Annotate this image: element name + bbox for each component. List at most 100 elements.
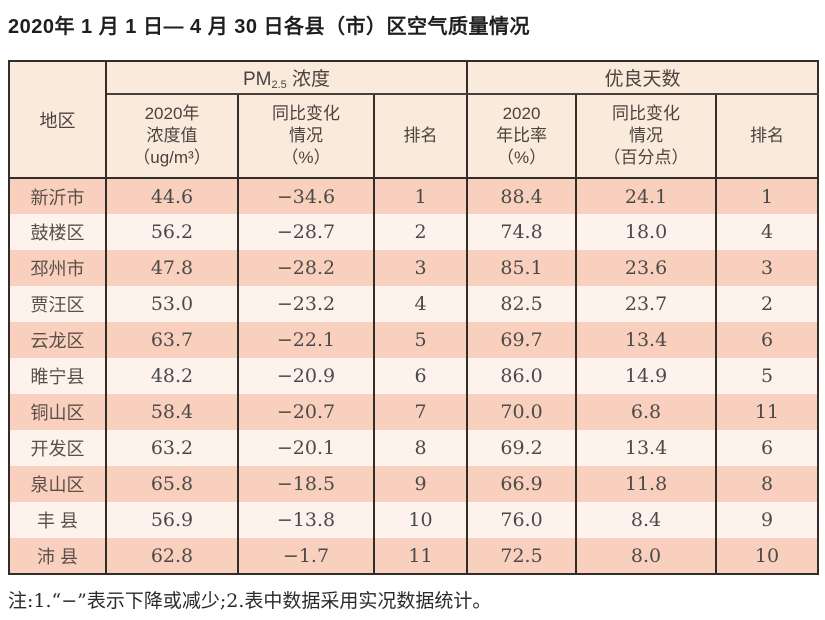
- table-header: 地区 PM2.5 浓度 优良天数 2020年 浓度值 （ug/m³） 同比变化 …: [8, 61, 820, 179]
- region-cell: 新沂市: [8, 178, 107, 214]
- page-title: 2020年 1 月 1 日— 4 月 30 日各县（市）区空气质量情况: [8, 16, 531, 38]
- good-days-change-cell: 6.8: [575, 394, 718, 430]
- region-cell: 贾汪区: [8, 286, 107, 322]
- pm25-label-suffix: 浓度: [286, 69, 331, 90]
- pm25-rank-cell: 6: [372, 358, 469, 394]
- good-days-group-header: 优良天数: [466, 61, 820, 95]
- pm25-change-cell: −13.8: [237, 502, 375, 538]
- good-days-rank-cell: 8: [715, 466, 820, 502]
- good-days-rate-cell: 82.5: [466, 286, 578, 322]
- pm25-rank-cell: 3: [372, 250, 469, 286]
- pm25-value-cell: 58.4: [105, 394, 239, 430]
- region-cell: 鼓楼区: [8, 214, 107, 250]
- table-row: 铜山区 58.4 −20.7 7 70.0 6.8 11: [8, 394, 820, 430]
- pm25-change-cell: −20.7: [237, 394, 375, 430]
- good-days-rank-cell: 9: [715, 502, 820, 538]
- good-days-rank-cell: 3: [715, 250, 820, 286]
- region-cell: 睢宁县: [8, 358, 107, 394]
- pm25-value-cell: 48.2: [105, 358, 239, 394]
- table-row: 丰 县 56.9 −13.8 10 76.0 8.4 9: [8, 502, 820, 538]
- pm25-rank-cell: 9: [372, 466, 469, 502]
- pm25-value-cell: 62.8: [105, 538, 239, 574]
- good-days-rank-cell: 10: [715, 538, 820, 574]
- pm25-rank-cell: 5: [372, 322, 469, 358]
- pm25-change-cell: −28.7: [237, 214, 375, 250]
- table-row: 泉山区 65.8 −18.5 9 66.9 11.8 8: [8, 466, 820, 502]
- table-row: 新沂市 44.6 −34.6 1 88.4 24.1 1: [8, 178, 820, 214]
- pm25-value-cell: 44.6: [105, 178, 239, 214]
- table-row: 贾汪区 53.0 −23.2 4 82.5 23.7 2: [8, 286, 820, 322]
- region-cell: 泉山区: [8, 466, 107, 502]
- good-days-rate-cell: 69.2: [466, 430, 578, 466]
- column-header-pm25-value: 2020年 浓度值 （ug/m³）: [105, 94, 239, 179]
- good-days-change-cell: 13.4: [575, 430, 718, 466]
- pm25-change-cell: −18.5: [237, 466, 375, 502]
- table-row: 云龙区 63.7 −22.1 5 69.7 13.4 6: [8, 322, 820, 358]
- column-header-region: 地区: [8, 61, 107, 179]
- pm25-change-cell: −20.9: [237, 358, 375, 394]
- pm25-change-cell: −20.1: [237, 430, 375, 466]
- good-days-change-cell: 24.1: [575, 178, 718, 214]
- column-header-pm25-rank: 排名: [372, 94, 469, 179]
- good-days-rank-cell: 6: [715, 322, 820, 358]
- column-header-pm25-change: 同比变化 情况 （%）: [237, 94, 375, 179]
- column-header-good-rank: 排名: [715, 94, 820, 179]
- pm25-value-cell: 65.8: [105, 466, 239, 502]
- air-quality-table: 地区 PM2.5 浓度 优良天数 2020年 浓度值 （ug/m³） 同比变化 …: [8, 60, 820, 575]
- pm25-value-cell: 47.8: [105, 250, 239, 286]
- good-days-rate-cell: 76.0: [466, 502, 578, 538]
- good-days-change-cell: 13.4: [575, 322, 718, 358]
- region-cell: 邳州市: [8, 250, 107, 286]
- good-days-rank-cell: 11: [715, 394, 820, 430]
- pm25-change-cell: −28.2: [237, 250, 375, 286]
- good-days-rate-cell: 72.5: [466, 538, 578, 574]
- pm25-value-cell: 56.2: [105, 214, 239, 250]
- pm25-label-prefix: PM: [242, 69, 272, 90]
- region-cell: 铜山区: [8, 394, 107, 430]
- table-row: 鼓楼区 56.2 −28.7 2 74.8 18.0 4: [8, 214, 820, 250]
- pm25-change-cell: −23.2: [237, 286, 375, 322]
- good-days-rank-cell: 1: [715, 178, 820, 214]
- good-days-rank-cell: 5: [715, 358, 820, 394]
- table-row: 开发区 63.2 −20.1 8 69.2 13.4 6: [8, 430, 820, 466]
- table-body: 新沂市 44.6 −34.6 1 88.4 24.1 1 鼓楼区 56.2 −2…: [8, 178, 820, 574]
- good-days-rate-cell: 86.0: [466, 358, 578, 394]
- pm25-rank-cell: 10: [372, 502, 469, 538]
- good-days-change-cell: 18.0: [575, 214, 718, 250]
- good-days-rate-cell: 85.1: [466, 250, 578, 286]
- pm25-rank-cell: 7: [372, 394, 469, 430]
- table-row: 睢宁县 48.2 −20.9 6 86.0 14.9 5: [8, 358, 820, 394]
- pm25-rank-cell: 1: [372, 178, 469, 214]
- pm25-change-cell: −1.7: [237, 538, 375, 574]
- good-days-change-cell: 11.8: [575, 466, 718, 502]
- header-sub-row: 2020年 浓度值 （ug/m³） 同比变化 情况 （%） 排名 2020 年比…: [9, 94, 820, 179]
- pm25-rank-cell: 2: [372, 214, 469, 250]
- pm25-change-cell: −22.1: [237, 322, 375, 358]
- column-header-good-rate: 2020 年比率 （%）: [466, 94, 578, 179]
- table-row: 邳州市 47.8 −28.2 3 85.1 23.6 3: [8, 250, 820, 286]
- pm25-rank-cell: 4: [372, 286, 469, 322]
- pm25-value-cell: 63.2: [105, 430, 239, 466]
- footnote: 注:1.“−”表示下降或减少;2.表中数据采用实况数据统计。: [8, 590, 492, 612]
- pm25-rank-cell: 11: [372, 538, 469, 574]
- region-cell: 丰 县: [8, 502, 107, 538]
- good-days-change-cell: 14.9: [575, 358, 718, 394]
- pm25-change-cell: −34.6: [237, 178, 375, 214]
- region-cell: 开发区: [8, 430, 107, 466]
- header-group-row: 地区 PM2.5 浓度 优良天数: [8, 61, 820, 179]
- good-days-rank-cell: 6: [715, 430, 820, 466]
- pm25-value-cell: 56.9: [105, 502, 239, 538]
- good-days-rate-cell: 69.7: [466, 322, 578, 358]
- good-days-rank-cell: 4: [715, 214, 820, 250]
- good-days-rate-cell: 74.8: [466, 214, 578, 250]
- pm25-group-header: PM2.5 浓度: [104, 61, 469, 95]
- good-days-rate-cell: 66.9: [466, 466, 578, 502]
- good-days-rate-cell: 88.4: [466, 178, 578, 214]
- region-cell: 沛 县: [8, 538, 107, 574]
- good-days-change-cell: 8.0: [575, 538, 718, 574]
- good-days-change-cell: 23.6: [575, 250, 718, 286]
- good-days-change-cell: 23.7: [575, 286, 718, 322]
- pm25-label-subscript: 2.5: [271, 79, 287, 91]
- pm25-value-cell: 53.0: [105, 286, 239, 322]
